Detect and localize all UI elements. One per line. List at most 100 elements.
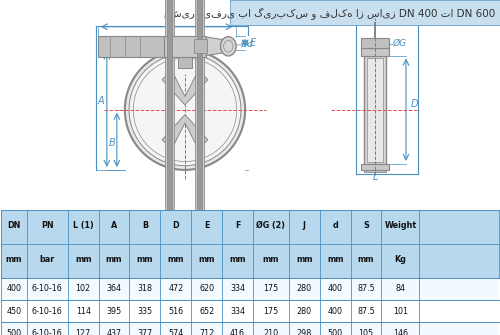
Text: L: L — [372, 172, 378, 182]
Text: A: A — [98, 96, 104, 106]
Text: S: S — [363, 221, 369, 230]
Text: 400: 400 — [328, 284, 342, 293]
Circle shape — [166, 0, 174, 335]
Text: 87.5: 87.5 — [357, 307, 375, 316]
Text: D: D — [172, 221, 179, 230]
Text: 105: 105 — [358, 329, 374, 335]
Text: 210: 210 — [264, 329, 278, 335]
Circle shape — [198, 0, 202, 335]
Ellipse shape — [129, 54, 241, 166]
Text: DN: DN — [8, 221, 20, 230]
Text: 335: 335 — [138, 307, 152, 316]
Text: 102: 102 — [76, 284, 90, 293]
Text: 712: 712 — [199, 329, 214, 335]
Text: Kg: Kg — [394, 255, 406, 264]
Text: 416: 416 — [230, 329, 245, 335]
Text: D: D — [411, 99, 418, 109]
Text: E: E — [204, 221, 210, 230]
Text: ØG (2): ØG (2) — [256, 221, 286, 230]
Text: 87.5: 87.5 — [357, 284, 375, 293]
Text: 175: 175 — [264, 284, 278, 293]
Ellipse shape — [125, 50, 245, 170]
Bar — [230, 0, 500, 25]
Text: mm: mm — [75, 255, 92, 264]
Text: B: B — [108, 138, 115, 148]
Text: mm: mm — [230, 255, 246, 264]
Text: 400: 400 — [6, 284, 22, 293]
Circle shape — [166, 0, 174, 335]
Text: 101: 101 — [393, 307, 408, 316]
Text: شیر ویفری با گیربکس و فلکه از سایز DN 400 تا DN 600: شیر ویفری با گیربکس و فلکه از سایز DN 40… — [169, 8, 495, 20]
Text: F: F — [235, 221, 240, 230]
Circle shape — [168, 0, 172, 335]
Text: mm: mm — [198, 255, 215, 264]
Polygon shape — [162, 115, 208, 149]
Text: 395: 395 — [106, 307, 122, 316]
Bar — [1, 300, 499, 322]
Circle shape — [168, 0, 172, 335]
Text: L (1): L (1) — [73, 221, 94, 230]
Circle shape — [198, 0, 202, 335]
Text: mm: mm — [262, 255, 279, 264]
Bar — [98, 36, 164, 57]
Ellipse shape — [220, 37, 236, 56]
Text: bar: bar — [40, 255, 55, 264]
Text: 298: 298 — [296, 329, 312, 335]
Text: mm: mm — [106, 255, 122, 264]
Text: F: F — [164, 10, 170, 20]
Text: ØG: ØG — [392, 39, 406, 48]
Text: mm: mm — [358, 255, 374, 264]
Text: 500: 500 — [6, 329, 22, 335]
Text: 652: 652 — [199, 307, 214, 316]
Text: 280: 280 — [296, 284, 312, 293]
Bar — [360, 38, 390, 48]
Bar — [178, 57, 192, 68]
Text: B: B — [142, 221, 148, 230]
Bar — [364, 170, 386, 172]
Text: 437: 437 — [106, 329, 122, 335]
Text: 6-10-16: 6-10-16 — [32, 329, 62, 335]
Text: S: S — [356, 6, 362, 16]
Text: 364: 364 — [106, 284, 122, 293]
Circle shape — [196, 0, 204, 335]
Text: 377: 377 — [138, 329, 152, 335]
Text: 500: 500 — [328, 329, 342, 335]
Bar — [194, 40, 206, 53]
Bar — [361, 164, 389, 170]
Text: 318: 318 — [138, 284, 152, 293]
Bar — [367, 58, 383, 162]
Circle shape — [196, 0, 204, 335]
Text: 620: 620 — [199, 284, 214, 293]
Text: mm: mm — [327, 255, 344, 264]
Bar — [361, 48, 389, 56]
Text: mm: mm — [296, 255, 312, 264]
Text: 175: 175 — [264, 307, 278, 316]
Text: d: d — [332, 221, 338, 230]
Text: 334: 334 — [230, 307, 245, 316]
Text: 146: 146 — [393, 329, 408, 335]
Bar — [164, 36, 206, 57]
Text: 84: 84 — [396, 284, 406, 293]
Text: 280: 280 — [296, 307, 312, 316]
Bar — [1, 210, 499, 278]
Text: mm: mm — [136, 255, 153, 264]
Text: 114: 114 — [76, 307, 90, 316]
Text: J: J — [390, 6, 392, 16]
Bar — [1, 322, 499, 335]
Text: 334: 334 — [230, 284, 245, 293]
Text: mm: mm — [6, 255, 22, 264]
Text: E: E — [250, 38, 256, 48]
Text: Ød: Ød — [240, 40, 253, 49]
Text: 127: 127 — [76, 329, 91, 335]
Bar — [1, 278, 499, 300]
Text: 450: 450 — [6, 307, 22, 316]
Text: 472: 472 — [168, 284, 184, 293]
Polygon shape — [206, 37, 229, 56]
Text: 516: 516 — [168, 307, 184, 316]
Text: 6-10-16: 6-10-16 — [32, 307, 62, 316]
Polygon shape — [162, 71, 208, 105]
Text: mm: mm — [168, 255, 184, 264]
Text: Weight: Weight — [384, 221, 416, 230]
Text: J: J — [303, 221, 306, 230]
Text: 400: 400 — [328, 307, 342, 316]
